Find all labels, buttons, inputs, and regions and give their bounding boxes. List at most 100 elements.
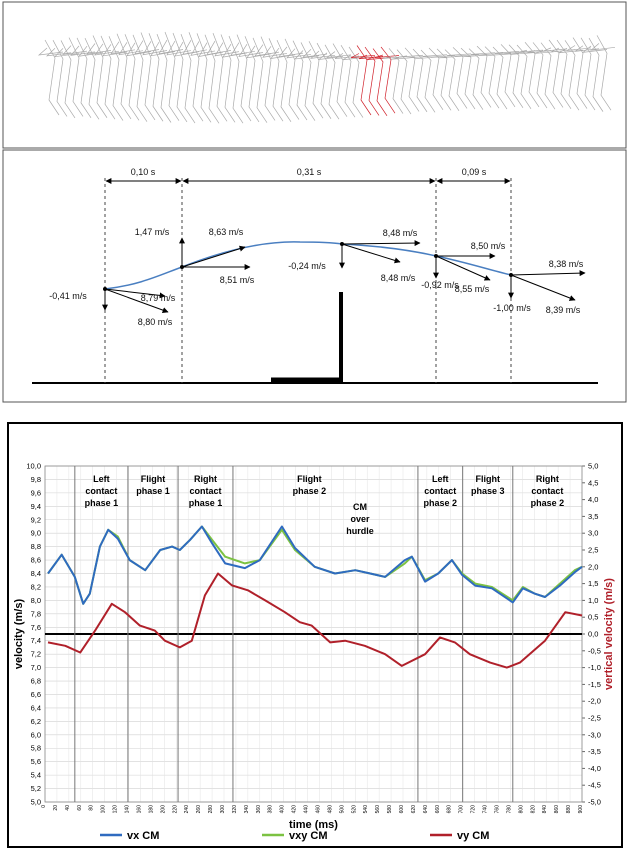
x-tick-label: 120 xyxy=(113,805,119,814)
stick-figure xyxy=(430,55,456,58)
stick-figure xyxy=(309,50,336,59)
stick-figure xyxy=(94,43,120,56)
stick-figure xyxy=(548,39,564,108)
arrow xyxy=(104,288,166,299)
stick-figure xyxy=(588,37,604,112)
stick-figure xyxy=(148,33,164,122)
y2-tick-label: 1,0 xyxy=(588,596,598,605)
velocity-label: 1,47 m/s xyxy=(135,227,170,237)
stick-figure xyxy=(246,45,272,59)
y-tick-label: 8,2 xyxy=(31,582,41,591)
x-tick-label: 380 xyxy=(268,805,274,814)
x-tick-label: 20 xyxy=(53,805,59,811)
y-tick-label: 8,4 xyxy=(31,569,41,578)
x-tick-label: 660 xyxy=(435,805,441,814)
x-tick-label: 820 xyxy=(530,805,536,814)
point xyxy=(434,254,438,258)
stick-figure xyxy=(204,34,220,124)
stick-figure xyxy=(502,51,528,55)
x-tick-label: 80 xyxy=(89,805,95,811)
y2-tick-label: 4,0 xyxy=(588,495,598,504)
stick-figure xyxy=(54,48,80,58)
stick-figure xyxy=(52,40,68,117)
x-tick-label: 860 xyxy=(554,805,560,814)
stick-figure xyxy=(436,48,452,111)
stick-figure xyxy=(596,35,612,111)
stick-figure xyxy=(236,34,252,122)
stick-figure xyxy=(124,34,140,121)
y-tick-label: 6,0 xyxy=(31,730,41,739)
point xyxy=(180,265,184,269)
stick-figure xyxy=(254,44,280,57)
stick-figure xyxy=(420,49,436,113)
y2-tick-label: 1,5 xyxy=(588,579,598,588)
arrow xyxy=(104,288,169,313)
x-tick-label: 360 xyxy=(256,805,262,814)
phase-label: Flight xyxy=(141,474,166,484)
phase-label: Right xyxy=(194,474,217,484)
stick-figure xyxy=(398,54,424,58)
stick-figure xyxy=(348,46,364,118)
y2-tick-label: 5,0 xyxy=(588,462,598,471)
stick-figure xyxy=(342,54,368,61)
stick-figure xyxy=(196,33,212,123)
y-tick-label: 6,6 xyxy=(31,690,41,699)
x-tick-label: 0 xyxy=(41,805,47,808)
y-tick-label: 5,8 xyxy=(31,744,41,753)
stick-figure xyxy=(462,54,488,58)
y2-tick-label: -5,0 xyxy=(588,798,601,807)
stick-figure xyxy=(110,41,136,55)
phase-label: phase 2 xyxy=(531,498,565,508)
phase-label: contact xyxy=(531,486,563,496)
stick-figure xyxy=(589,43,616,51)
x-tick-label: 140 xyxy=(125,805,131,814)
stick-figure xyxy=(581,45,608,53)
stick-figure xyxy=(476,45,492,108)
x-tick-label: 40 xyxy=(65,805,71,811)
stick-figure xyxy=(324,44,340,120)
y2-tick-label: -1,5 xyxy=(588,680,601,689)
stick-figure xyxy=(316,42,332,119)
stick-figure xyxy=(278,46,304,58)
stick-figure xyxy=(180,33,196,124)
x-tick-label: 400 xyxy=(280,805,286,814)
x-tick-label: 880 xyxy=(566,805,572,814)
stick-figure xyxy=(158,39,184,55)
x-tick-label: 480 xyxy=(327,805,333,814)
stick-figure xyxy=(284,38,300,120)
phase-label: Left xyxy=(432,474,449,484)
stick-figure xyxy=(212,32,228,122)
chart: 5,0 5,2 5,4 5,6 5,8 6,0 6,2 6,4 6,6 6,8 7,0 7,2 7,4 7… xyxy=(13,462,615,843)
y-tick-label: 8,8 xyxy=(31,542,41,551)
y2-tick-label: -2,5 xyxy=(588,714,601,723)
stick-figure xyxy=(358,54,384,60)
stick-figure xyxy=(412,48,428,113)
stick-figure xyxy=(292,40,308,121)
y-tick-label: 8,6 xyxy=(31,556,41,565)
y2-tick-label: 4,5 xyxy=(588,478,598,487)
y-tick-label: 7,2 xyxy=(31,650,41,659)
stick-figure xyxy=(182,40,208,55)
velocity-label: -0,24 m/s xyxy=(288,261,326,271)
stick-figure xyxy=(76,37,92,119)
arrow xyxy=(510,274,576,301)
stick-figure xyxy=(494,51,520,54)
stick-figure xyxy=(542,47,568,52)
x-tick-label: 460 xyxy=(315,805,321,814)
stick-figure xyxy=(356,45,372,116)
stick-figure xyxy=(446,53,472,56)
stick-figure xyxy=(540,42,556,110)
stick-figure xyxy=(308,41,324,119)
y-axis-label: velocity (m/s) xyxy=(13,599,25,670)
stick-figure xyxy=(188,32,204,122)
stick-figure xyxy=(132,34,148,122)
y-tick-label: 7,0 xyxy=(31,663,41,672)
x-tick-label: 220 xyxy=(172,805,178,814)
x-tick-label: 240 xyxy=(184,805,190,814)
x-tick-label: 760 xyxy=(494,805,500,814)
annotation: CM xyxy=(353,502,367,512)
stick-figure xyxy=(364,46,380,116)
phase-label: phase 1 xyxy=(85,498,119,508)
y-tick-label: 5,4 xyxy=(31,771,41,780)
stick-figure xyxy=(228,35,244,124)
